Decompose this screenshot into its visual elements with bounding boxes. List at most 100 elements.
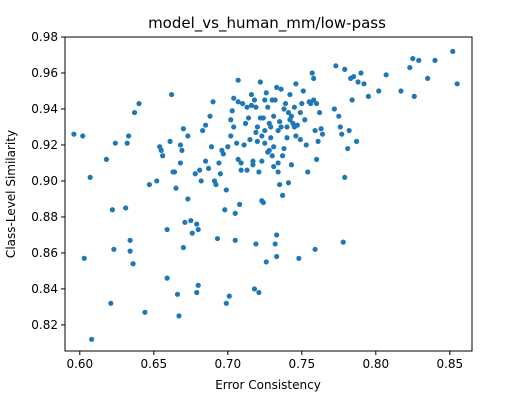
data-point (247, 136, 253, 143)
y-tick-label: 0.96 (31, 66, 58, 80)
data-point (268, 135, 274, 141)
data-point (365, 93, 371, 99)
data-point (177, 142, 184, 148)
data-point (238, 167, 244, 173)
data-point (142, 309, 148, 315)
x-tick-label: 0.60 (66, 357, 93, 371)
data-point (274, 232, 280, 238)
data-point (271, 113, 277, 119)
data-point (300, 88, 306, 94)
data-point (268, 124, 274, 130)
data-point (284, 124, 290, 130)
data-point (285, 180, 292, 186)
data-point (333, 63, 339, 69)
data-point (245, 115, 252, 121)
data-point (80, 133, 86, 139)
data-point (376, 88, 382, 94)
data-point (177, 160, 184, 166)
data-point (265, 104, 271, 110)
data-point (232, 237, 238, 243)
data-point (299, 100, 305, 107)
data-point (318, 126, 324, 132)
data-point (269, 153, 275, 159)
data-point (220, 151, 226, 157)
data-point (168, 91, 175, 98)
data-point (254, 138, 260, 144)
data-point (232, 210, 238, 216)
data-point (274, 84, 280, 90)
data-point (180, 244, 186, 251)
data-point (407, 64, 413, 71)
data-point (353, 138, 360, 144)
y-tick-label: 0.84 (31, 282, 58, 296)
data-point (282, 100, 289, 107)
data-point (182, 219, 188, 225)
data-point (164, 226, 170, 233)
data-point (272, 97, 278, 103)
data-point (127, 248, 133, 254)
data-point (278, 124, 284, 130)
data-point (223, 187, 229, 193)
data-point (207, 113, 213, 119)
data-point (223, 300, 229, 306)
data-point (311, 75, 317, 81)
data-point (260, 115, 266, 121)
data-point (146, 181, 152, 188)
y-tick-label: 0.90 (31, 174, 58, 188)
data-point (244, 104, 250, 110)
chart-title: model_vs_human_mm/low-pass (148, 14, 386, 33)
data-point (203, 158, 209, 164)
data-point (315, 138, 321, 144)
data-point (275, 127, 281, 134)
data-point (112, 140, 118, 146)
data-point (130, 261, 136, 267)
data-point (238, 160, 244, 166)
data-point (248, 102, 255, 108)
data-point (312, 127, 318, 134)
data-point (416, 57, 422, 63)
data-point (228, 117, 234, 123)
data-point (242, 120, 249, 126)
data-point (432, 57, 438, 63)
x-tick-label: 0.80 (362, 357, 389, 371)
data-point (214, 235, 221, 242)
data-point (279, 153, 286, 159)
data-point (336, 113, 342, 119)
data-point (179, 147, 185, 153)
data-point (198, 178, 204, 184)
data-point (263, 90, 269, 96)
data-point (293, 81, 299, 87)
data-point (319, 131, 326, 137)
data-point (126, 133, 132, 139)
data-point (410, 55, 416, 62)
data-point (314, 100, 320, 107)
data-point (160, 153, 166, 159)
data-point (244, 167, 250, 173)
data-point (210, 99, 216, 105)
data-point (158, 147, 164, 153)
data-point (234, 140, 240, 146)
data-point (287, 91, 293, 98)
data-point (253, 241, 259, 247)
data-point (303, 142, 309, 148)
data-point (167, 138, 173, 144)
data-point (425, 75, 431, 81)
data-point (358, 70, 364, 76)
data-point (278, 86, 284, 92)
data-point (275, 169, 281, 175)
data-point (109, 207, 115, 213)
data-point (216, 160, 222, 166)
y-axis-ticks: 0.82 0.84 0.86 0.88 0.90 0.92 0.94 0.96 0.98 (31, 30, 65, 332)
data-point (229, 108, 235, 114)
data-point (194, 221, 200, 227)
data-point (248, 91, 255, 98)
x-tick-label: 0.65 (140, 357, 167, 371)
data-point (87, 174, 93, 180)
data-point (108, 300, 114, 306)
data-point (200, 127, 206, 134)
data-point (194, 289, 200, 296)
data-point (241, 142, 247, 148)
data-point (256, 289, 262, 296)
data-point (271, 163, 277, 170)
